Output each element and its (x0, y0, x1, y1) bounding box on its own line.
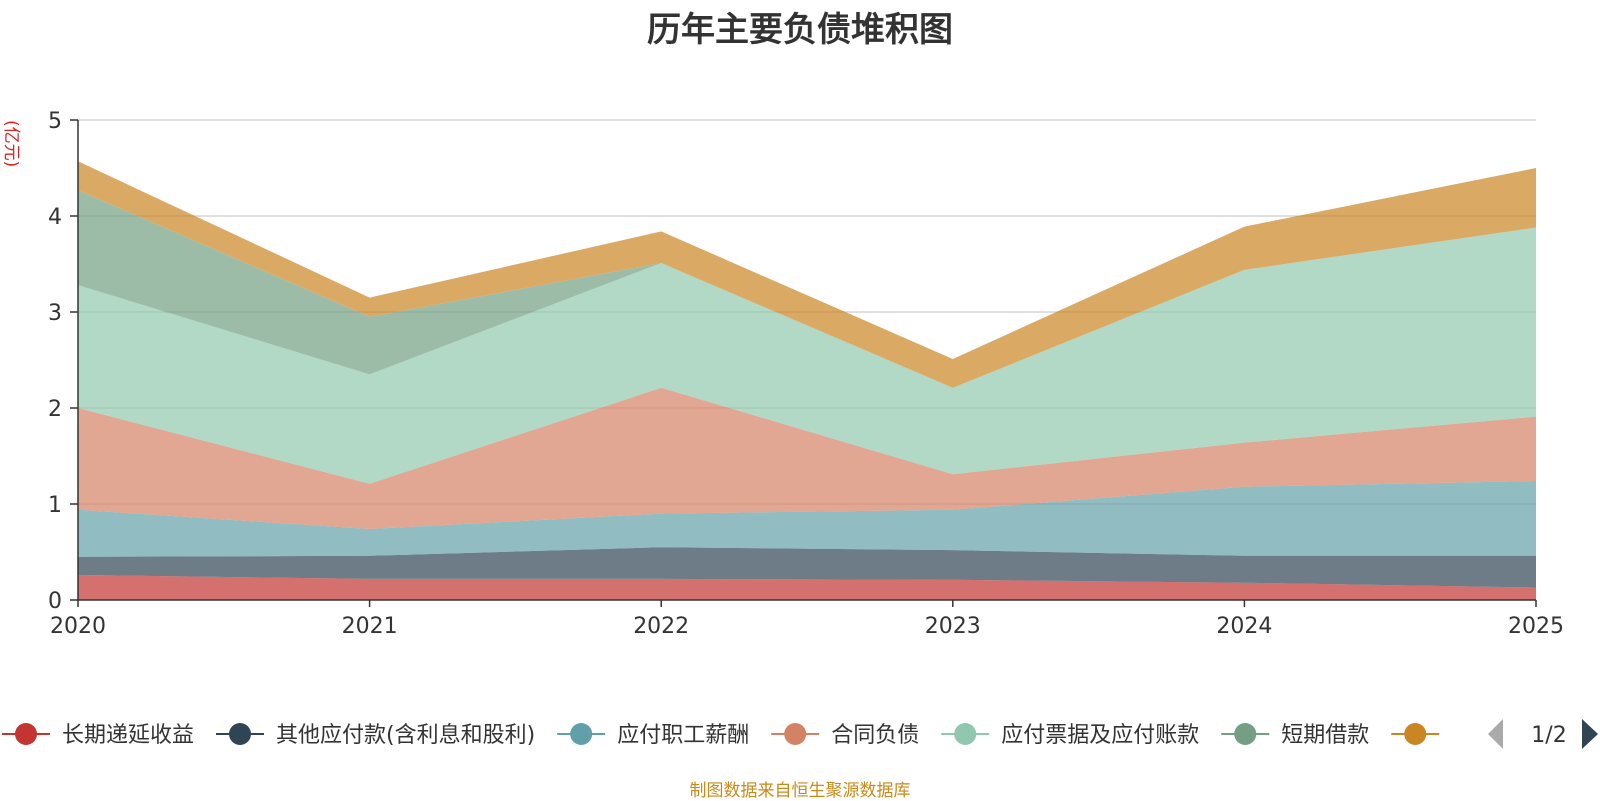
axes: 0 1 2 3 4 5 2020 2021 2022 2023 2024 2025 (48, 109, 1564, 639)
legend-marker-icon (1234, 723, 1257, 745)
data-source-note: 制图数据来自恒生聚源数据库 (689, 781, 911, 801)
legend-item-6[interactable]: 短期借款 (1221, 723, 1369, 748)
x-tick-label: 2021 (342, 614, 398, 639)
area-series-1 (78, 575, 1536, 600)
legend-label[interactable]: 长期递延收益 (62, 723, 194, 748)
y-tick-label: 1 (48, 493, 62, 518)
chart-title: 历年主要负债堆积图 (647, 10, 953, 50)
area-series-2 (78, 547, 1536, 588)
legend-label[interactable]: 短期借款 (1281, 723, 1369, 748)
y-tick-label: 0 (48, 589, 62, 614)
legend-label[interactable]: 应付职工薪酬 (617, 723, 749, 748)
area-series (78, 161, 1536, 600)
area-series-4 (78, 387, 1536, 529)
legend-item-7[interactable] (1391, 723, 1440, 745)
legend-label[interactable]: 其他应付款(含利息和股利) (276, 723, 535, 748)
legend-label[interactable]: 合同负债 (831, 723, 919, 748)
legend-next-page-icon[interactable] (1582, 719, 1598, 749)
legend-marker-icon (784, 723, 807, 745)
legend-label[interactable]: 应付票据及应付账款 (1001, 723, 1199, 748)
area-series-6 (78, 190, 1536, 388)
x-tick-label: 2023 (925, 614, 981, 639)
x-tick-label: 2020 (50, 614, 106, 639)
legend-item-1[interactable]: 长期递延收益 (2, 723, 194, 748)
y-tick-label: 3 (48, 301, 62, 326)
stacked-area-chart: 0 1 2 3 4 5 2020 2021 2022 2023 2024 2025 长期递延收益 其他应… (2, 109, 1600, 760)
x-tick-label: 2024 (1216, 614, 1272, 639)
legend-item-2[interactable]: 其他应付款(含利息和股利) (216, 723, 535, 748)
legend-prev-page-icon[interactable] (1488, 719, 1503, 749)
legend-item-5[interactable]: 应付票据及应付账款 (941, 723, 1199, 748)
y-tick-label: 2 (48, 397, 62, 422)
x-tick-label: 2025 (1508, 614, 1564, 639)
legend-marker-icon (15, 723, 37, 745)
legend: 长期递延收益 其他应付款(含利息和股利) 应付职工薪酬 合同负债 应付票据及应付账款 短期… (2, 708, 1600, 760)
legend-item-4[interactable]: 合同负债 (771, 723, 919, 748)
area-series-5 (78, 227, 1536, 484)
legend-marker-icon (954, 723, 977, 745)
x-tick-label: 2022 (633, 614, 689, 639)
area-series-3 (78, 481, 1536, 557)
legend-item-3[interactable]: 应付职工薪酬 (557, 723, 749, 748)
y-tick-label: 5 (48, 109, 62, 134)
legend-marker-icon (1404, 723, 1427, 745)
legend-page-indicator: 1/2 (1531, 723, 1566, 748)
y-tick-label: 4 (48, 205, 62, 230)
legend-marker-icon (229, 723, 252, 745)
legend-marker-icon (570, 723, 593, 745)
